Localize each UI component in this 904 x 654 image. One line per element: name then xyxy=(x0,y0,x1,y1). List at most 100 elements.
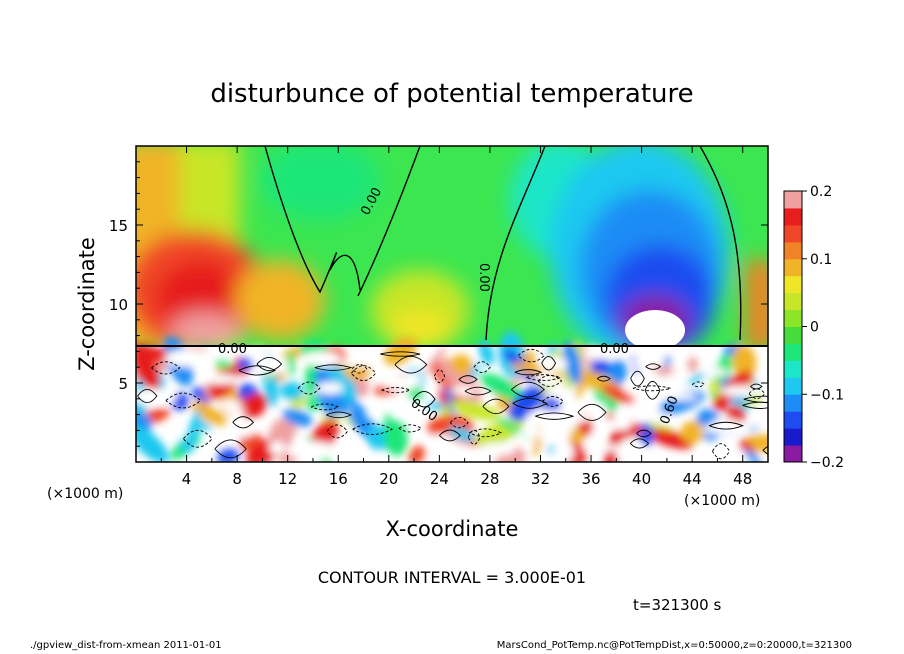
turbulence-blob xyxy=(305,396,320,411)
turbulence-gap xyxy=(164,349,213,367)
x-tick-label: 48 xyxy=(733,470,752,488)
colorbar-segment xyxy=(784,241,802,260)
footer-right: MarsCond_PotTemp.nc@PotTempDist,x=0:5000… xyxy=(496,640,852,651)
x-axis-unit: (×1000 m) xyxy=(684,493,760,509)
turbulence-blob xyxy=(553,442,575,462)
turbulence-contour xyxy=(351,364,368,374)
turbulence-gap xyxy=(581,352,621,360)
turbulence-gap xyxy=(720,385,762,397)
colorbar-tick-label: 0 xyxy=(810,320,819,336)
turbulence-contour xyxy=(712,443,730,460)
turbulence-gap xyxy=(249,347,268,365)
turbulence-contour xyxy=(644,380,661,400)
turbulence-blob xyxy=(712,395,730,411)
x-tick-label: 20 xyxy=(379,470,398,488)
colorbar-tick-label: 0.2 xyxy=(810,184,832,200)
colorbar-tick-label: 0.1 xyxy=(810,252,832,268)
turbulence-contour xyxy=(473,361,491,374)
turbulence-contour xyxy=(232,416,254,429)
colorbar-segment xyxy=(784,411,802,429)
turbulence-gap xyxy=(709,418,742,434)
turbulence-contour xyxy=(482,398,510,415)
colorbar-segment xyxy=(784,207,802,226)
turbulence-contour xyxy=(214,439,247,459)
turbulence-contour xyxy=(748,388,766,399)
turbulence-blob xyxy=(408,445,425,462)
turbulence-contour xyxy=(439,429,461,442)
zero-contour-mid xyxy=(485,146,546,341)
contour-label: 0.00 xyxy=(476,263,491,292)
turbulence-gap xyxy=(505,440,538,447)
colorbar-segment xyxy=(784,343,802,361)
turbulence-contour xyxy=(137,388,158,404)
turbulence-blob xyxy=(582,402,606,453)
turbulence-blob xyxy=(601,384,635,404)
turbulence-blob xyxy=(745,448,762,462)
turbulence-gap xyxy=(301,351,342,367)
turbulence-blob xyxy=(216,448,240,462)
y-axis-label: Z-coordinate xyxy=(75,237,99,371)
colorbar-segment xyxy=(784,309,802,327)
turbulence-contour xyxy=(310,403,340,411)
y-tick-label: 5 xyxy=(118,375,128,393)
turbulence-contour xyxy=(512,397,548,409)
turbulence-gap xyxy=(403,371,421,388)
colorbar-tick-label: −0.2 xyxy=(810,455,844,471)
turbulence-contour xyxy=(468,428,503,438)
turbulence-contour xyxy=(629,438,650,449)
turbulence-contour xyxy=(577,403,607,421)
colorbar-segment xyxy=(784,428,802,446)
turbulence-contour xyxy=(537,374,563,387)
turbulence-gap xyxy=(316,382,344,395)
turbulence-gap xyxy=(234,430,253,438)
turbulence-gap xyxy=(479,442,516,456)
x-tick-label: 8 xyxy=(232,470,242,488)
turbulence-blob xyxy=(287,350,295,377)
turbulence-blob xyxy=(616,437,641,462)
turbulence-contour xyxy=(743,395,768,403)
turbulence-gap xyxy=(286,441,337,460)
turbulence-contour xyxy=(458,375,478,384)
turbulence-contour xyxy=(398,424,423,433)
plot-area: 0.00 0.00 0.00 0.00 0.00 0.60 xyxy=(136,146,768,462)
turbulence-gap xyxy=(269,441,286,455)
x-tick-label: 44 xyxy=(683,470,702,488)
turbulence-blob xyxy=(383,337,418,366)
zero-contour-right xyxy=(699,146,742,341)
x-tick-label: 4 xyxy=(182,470,192,488)
colorbar-segment xyxy=(784,258,802,277)
turbulence-contour xyxy=(449,416,469,429)
colorbar: 0.2 0.1 0 −0.1 −0.2 xyxy=(783,184,844,471)
turbulence-blob xyxy=(563,341,582,385)
colorbar-segment xyxy=(784,191,802,209)
turbulence-contour xyxy=(526,374,562,381)
turbulence-contour xyxy=(645,363,662,370)
colorbar-segment xyxy=(784,360,802,378)
turbulence-contour xyxy=(256,357,283,372)
x-tick-label: 24 xyxy=(430,470,449,488)
contour-label: 0.00 xyxy=(600,342,629,357)
turbulence-gap xyxy=(223,408,247,416)
turbulence-contour xyxy=(541,355,557,371)
turbulence-blob xyxy=(742,434,768,453)
x-tick-label: 12 xyxy=(278,470,297,488)
chart-title: disturbunce of potential temperature xyxy=(210,79,693,109)
turbulence-blob xyxy=(266,422,299,439)
x-tick-label: 16 xyxy=(329,470,348,488)
x-axis-label: X-coordinate xyxy=(386,517,519,541)
x-tick-label: 28 xyxy=(480,470,499,488)
turbulence-blob xyxy=(136,347,161,390)
turbulence-gap xyxy=(612,412,633,431)
turbulence-blob xyxy=(280,381,304,401)
turbulence-contour xyxy=(297,381,321,395)
colorbar-segment xyxy=(784,292,802,311)
turbulence-gap xyxy=(331,440,362,459)
turbulence-contour xyxy=(464,386,492,396)
turbulence-blob xyxy=(186,409,201,454)
turbulence-contour xyxy=(632,385,671,392)
turbulence-contour xyxy=(183,429,213,448)
turbulence-gap xyxy=(429,434,453,442)
colorbar-tick-label: −0.1 xyxy=(810,387,844,403)
turbulence-contour xyxy=(380,351,421,357)
